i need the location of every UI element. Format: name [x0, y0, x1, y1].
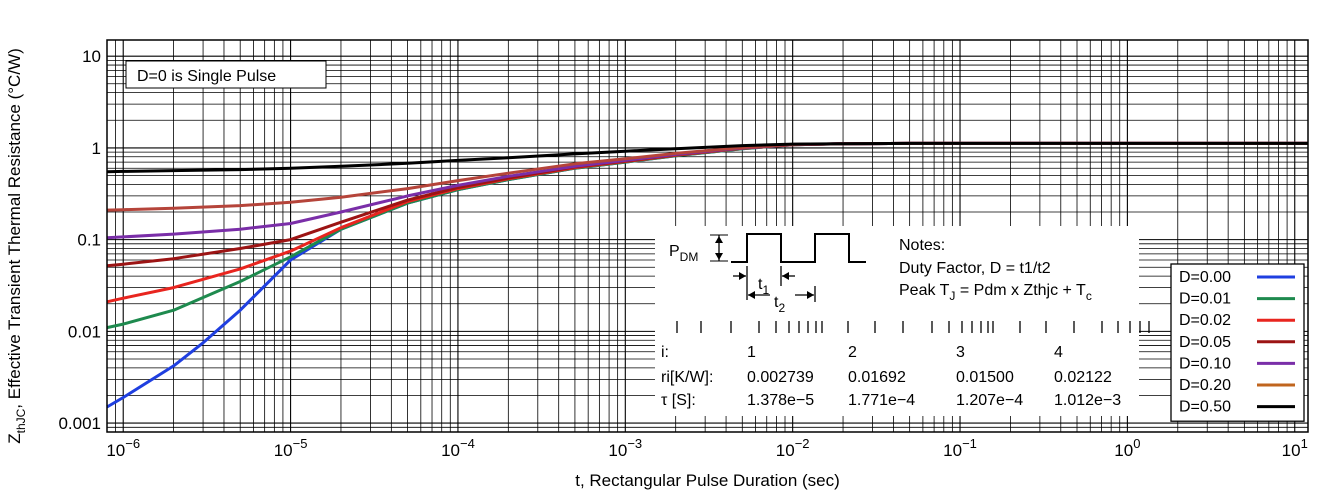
- table-cell-r1c1: 0.002739: [747, 369, 814, 386]
- x-tick-label-3: 10−3: [608, 436, 642, 460]
- y-tick-label-1: 1: [92, 139, 101, 158]
- table-cell-r2c2: 1.771e−4: [848, 392, 915, 409]
- legend-label-1: D=0.01: [1179, 291, 1231, 308]
- legend-label-6: D=0.50: [1179, 399, 1231, 416]
- legend-label-3: D=0.05: [1179, 334, 1231, 351]
- pdm-arrowhead-up: [715, 236, 723, 243]
- x-tick-label-5: 10−1: [943, 436, 977, 460]
- single-pulse-box: [125, 60, 327, 89]
- table-cell-r1c2: 0.01692: [848, 369, 906, 386]
- pulse-waveform: [731, 233, 866, 263]
- t1-label: t1: [758, 276, 769, 297]
- legend-label-4: D=0.10: [1179, 355, 1231, 372]
- table-cell-r1c3: 0.01500: [956, 369, 1014, 386]
- table-cell-r0c3: 3: [956, 344, 965, 361]
- table-cell-r2c4: 1.012e−3: [1054, 392, 1121, 409]
- series-line-6: [106, 141, 1308, 174]
- table-cell-r0c0: i:: [661, 344, 669, 361]
- notes-panel: [655, 226, 1139, 416]
- table-cell-r1c0: ri[K/W]:: [661, 369, 713, 386]
- tick-labels: 10−6 10−5 10−4 10−3 10−2 10−1 100 1011010.10.01…: [58, 47, 1307, 460]
- t1-arrowhead-right: [782, 272, 789, 280]
- y-axis-label: ZthJC, Effective Transient Thermal Resis…: [5, 48, 28, 444]
- table-cell-r2c0: τ [S]:: [661, 392, 696, 409]
- axis-labels: t, Rectangular Pulse Duration (sec) ZthJC…: [5, 48, 840, 490]
- t2-arrowhead-left: [748, 291, 755, 299]
- table-cell-r1c4: 0.02122: [1054, 369, 1112, 386]
- table-cell-r0c2: 2: [848, 344, 857, 361]
- pdm-arrowhead-down: [715, 253, 723, 260]
- t2-arrowhead-right: [807, 291, 814, 299]
- y-tick-label-2: 0.1: [77, 231, 101, 250]
- x-tick-label-4: 10−2: [776, 436, 810, 460]
- x-tick-label-1: 10−5: [274, 436, 308, 460]
- y-tick-label-3: 0.01: [68, 322, 101, 341]
- pdm-label: PDM: [669, 243, 698, 264]
- table-cell-r0c4: 4: [1054, 344, 1063, 361]
- legend-label-5: D=0.20: [1179, 377, 1231, 394]
- notes-title: Notes:: [899, 237, 945, 254]
- x-tick-label-0: 10−6: [106, 436, 140, 460]
- x-tick-label-6: 100: [1114, 436, 1140, 460]
- single-pulse-note: D=0 is Single Pulse: [137, 68, 276, 85]
- t2-label: t2: [774, 294, 785, 315]
- series-lines: [106, 141, 1308, 409]
- peak-tj-note: Peak TJ = Pdm x Zthjc + Tc: [899, 282, 1092, 303]
- legend-label-2: D=0.02: [1179, 312, 1231, 329]
- table-cell-r2c3: 1.207e−4: [956, 392, 1023, 409]
- legend-label-0: D=0.00: [1179, 269, 1231, 286]
- y-tick-label-4: 0.001: [58, 414, 101, 433]
- table-cell-r2c1: 1.378e−5: [747, 392, 814, 409]
- table-cell-r0c1: 1: [747, 344, 756, 361]
- duty-factor-note: Duty Factor, D = t1/t2: [899, 260, 1051, 277]
- t1-arrowhead-left: [739, 272, 746, 280]
- x-tick-label-7: 101: [1282, 436, 1308, 460]
- x-axis-label: t, Rectangular Pulse Duration (sec): [575, 471, 840, 490]
- y-tick-label-0: 10: [82, 47, 101, 66]
- x-tick-label-2: 10−4: [441, 436, 475, 460]
- plot-frame: [106, 39, 1309, 433]
